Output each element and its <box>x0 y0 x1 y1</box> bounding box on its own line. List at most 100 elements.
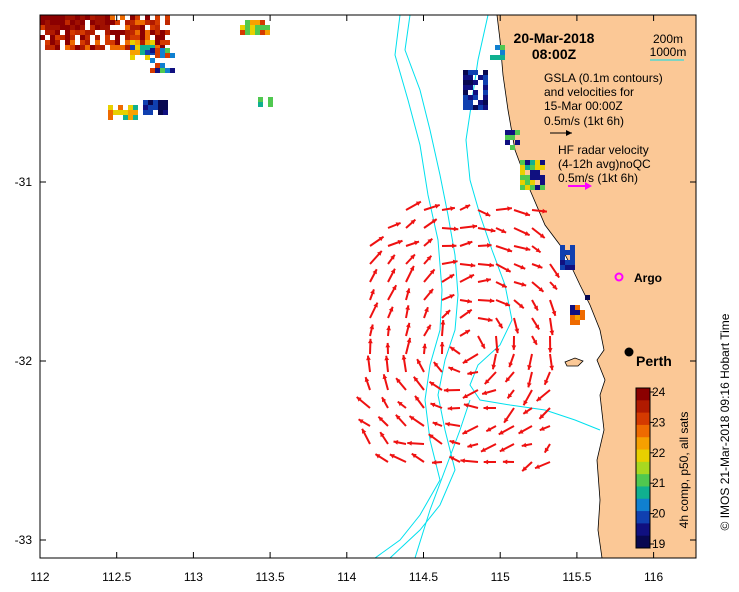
sst-pixel <box>260 30 265 35</box>
radar-arrowhead <box>390 254 395 260</box>
sst-pixel <box>55 45 60 50</box>
sst-pixel <box>130 35 135 40</box>
sst-pixel <box>473 95 478 100</box>
sst-pixel <box>463 85 468 90</box>
colorbar-segment <box>636 400 650 414</box>
sst-pixel <box>80 25 85 30</box>
sst-pixel <box>155 48 160 53</box>
sst-pixel <box>540 185 545 190</box>
sst-pixel <box>540 165 545 170</box>
sst-pixel <box>105 20 110 25</box>
colorbar-segment <box>636 412 650 426</box>
radar-arrowhead <box>382 397 387 403</box>
radar-arrowhead <box>520 264 526 270</box>
sst-pixel <box>250 25 255 30</box>
sst-pixel <box>130 55 135 60</box>
sst-pixel <box>118 105 123 110</box>
sst-pixel <box>95 40 100 45</box>
sst-pixel <box>560 260 565 265</box>
sst-pixel <box>575 320 580 325</box>
sst-pixel <box>468 75 473 80</box>
sst-pixel <box>108 115 113 120</box>
radar-arrowhead <box>539 426 545 431</box>
sst-pixel <box>140 40 145 45</box>
radar-arrowhead <box>504 301 510 307</box>
radar-arrowhead <box>415 395 420 401</box>
sst-pixel <box>535 175 540 180</box>
sst-pixel <box>153 100 158 105</box>
sst-pixel <box>165 15 170 20</box>
sst-pixel <box>163 100 168 105</box>
sst-pixel <box>125 20 130 25</box>
sst-pixel <box>155 53 160 58</box>
radar-arrowhead <box>449 439 455 445</box>
sst-pixel <box>575 315 580 320</box>
radar-arrowhead <box>494 348 500 354</box>
sst-pixel <box>483 95 488 100</box>
radar-arrowhead <box>490 227 496 233</box>
sst-pixel <box>468 105 473 110</box>
sst-pixel <box>165 53 170 58</box>
radar-arrowhead <box>466 309 472 315</box>
radar-arrowhead <box>366 355 371 361</box>
sst-pixel <box>150 25 155 30</box>
sst-pixel <box>120 15 125 20</box>
sst-pixel <box>483 70 488 75</box>
sst-pixel <box>170 68 175 73</box>
sst-pixel <box>65 20 70 25</box>
sst-pixel <box>65 45 70 50</box>
sst-pixel <box>155 63 160 68</box>
sst-pixel <box>570 250 575 255</box>
sst-pixel <box>160 40 165 45</box>
sst-pixel <box>128 115 133 120</box>
sst-pixel <box>120 30 125 35</box>
radar-arrowhead <box>525 246 531 252</box>
sst-pixel <box>128 105 133 110</box>
sst-pixel <box>505 140 510 145</box>
radar-arrowhead <box>485 211 491 217</box>
sst-pixel <box>463 75 468 80</box>
radar-arrowhead <box>429 269 435 275</box>
radar-arrowhead <box>544 379 549 385</box>
radar-arrowhead <box>518 303 524 309</box>
sst-pixel <box>75 20 80 25</box>
radar-arrowhead <box>433 361 439 367</box>
sst-pixel <box>250 20 255 25</box>
sst-pixel <box>145 20 150 25</box>
radar-arrowhead <box>486 427 492 432</box>
sst-pixel <box>40 15 45 20</box>
x-tick-label: 112.5 <box>102 570 131 584</box>
sst-pixel <box>50 25 55 30</box>
sst-pixel <box>65 40 70 45</box>
gsla-legend-arrowhead-icon <box>566 130 572 136</box>
sst-pixel <box>130 30 135 35</box>
sst-pixel <box>80 30 85 35</box>
sst-pixel <box>55 35 60 40</box>
perth-city-icon <box>624 347 634 357</box>
sst-pixel <box>115 40 120 45</box>
sst-pixel <box>143 100 148 105</box>
radar-arrowhead <box>410 254 415 260</box>
sst-pixel <box>515 130 520 135</box>
sst-pixel <box>45 40 50 45</box>
sst-pixel <box>55 25 60 30</box>
sst-pixel <box>540 175 545 180</box>
sst-pixel <box>90 30 95 35</box>
radar-arrowhead <box>370 289 375 295</box>
sst-pixel <box>150 30 155 35</box>
sst-pixel <box>165 48 170 53</box>
radar-arrowhead <box>523 400 528 406</box>
gsla-legend-line2: and velocities for <box>544 85 634 99</box>
sst-pixel <box>570 255 575 260</box>
radar-arrowhead <box>534 324 540 330</box>
radar-arrowhead <box>514 328 520 334</box>
sst-pixel <box>100 20 105 25</box>
radar-arrowhead <box>498 430 504 435</box>
radar-arrowhead <box>498 323 503 329</box>
sst-pixel <box>75 45 80 50</box>
sst-pixel <box>110 40 115 45</box>
sst-pixel <box>525 180 530 185</box>
sst-pixel <box>145 45 150 50</box>
sst-pixel <box>135 45 140 50</box>
radar-arrowhead <box>507 247 513 253</box>
